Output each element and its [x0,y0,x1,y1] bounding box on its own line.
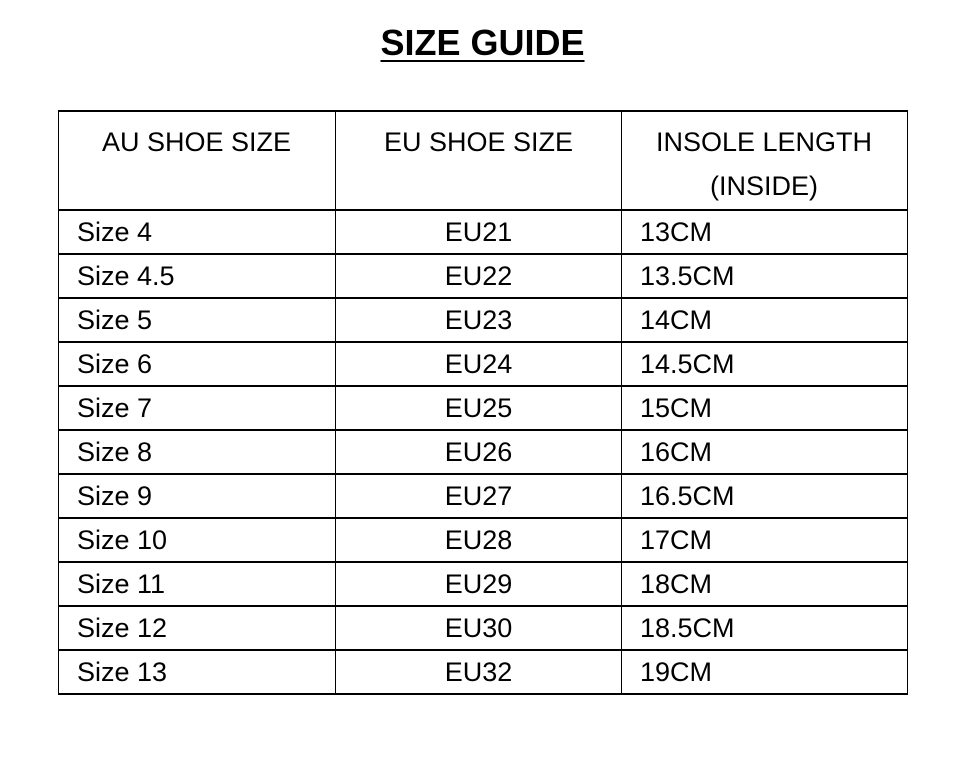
insole-length-cell: 18.5CM [621,605,908,651]
eu-size-cell: EU22 [335,253,622,299]
table-row: Size 10 EU28 17CM [58,517,908,563]
au-size-cell: Size 13 [58,649,336,695]
insole-length-cell: 16CM [621,429,908,475]
insole-length-cell: 16.5CM [621,473,908,519]
eu-size-cell: EU25 [335,385,622,431]
table-row: Size 8 EU26 16CM [58,429,908,475]
header-eu-size: EU SHOE SIZE [335,110,622,211]
au-size-cell: Size 5 [58,297,336,343]
eu-size-cell: EU29 [335,561,622,607]
au-size-cell: Size 8 [58,429,336,475]
au-size-cell: Size 11 [58,561,336,607]
insole-length-cell: 19CM [621,649,908,695]
insole-length-cell: 15CM [621,385,908,431]
au-size-cell: Size 4 [58,209,336,255]
au-size-cell: Size 4.5 [58,253,336,299]
table-row: Size 4.5 EU22 13.5CM [58,253,908,299]
table-row: Size 9 EU27 16.5CM [58,473,908,519]
table-header-row: AU SHOE SIZE EU SHOE SIZE INSOLE LENGTH … [58,110,908,211]
au-size-cell: Size 12 [58,605,336,651]
au-size-cell: Size 9 [58,473,336,519]
table-row: Size 12 EU30 18.5CM [58,605,908,651]
table-row: Size 4 EU21 13CM [58,209,908,255]
au-size-cell: Size 10 [58,517,336,563]
table-row: Size 7 EU25 15CM [58,385,908,431]
eu-size-cell: EU26 [335,429,622,475]
eu-size-cell: EU23 [335,297,622,343]
eu-size-cell: EU21 [335,209,622,255]
eu-size-cell: EU27 [335,473,622,519]
insole-length-cell: 13CM [621,209,908,255]
au-size-cell: Size 6 [58,341,336,387]
header-insole-length: INSOLE LENGTH (INSIDE) [621,110,908,211]
table-row: Size 6 EU24 14.5CM [58,341,908,387]
insole-length-cell: 18CM [621,561,908,607]
insole-length-cell: 13.5CM [621,253,908,299]
insole-length-cell: 14CM [621,297,908,343]
eu-size-cell: EU30 [335,605,622,651]
eu-size-cell: EU24 [335,341,622,387]
table-row: Size 5 EU23 14CM [58,297,908,343]
header-au-size: AU SHOE SIZE [58,110,336,211]
size-guide-table: AU SHOE SIZE EU SHOE SIZE INSOLE LENGTH … [58,110,908,695]
eu-size-cell: EU28 [335,517,622,563]
table-row: Size 13 EU32 19CM [58,649,908,695]
page-title: SIZE GUIDE [0,22,965,64]
insole-length-cell: 14.5CM [621,341,908,387]
insole-length-cell: 17CM [621,517,908,563]
eu-size-cell: EU32 [335,649,622,695]
au-size-cell: Size 7 [58,385,336,431]
title-text: SIZE GUIDE [380,22,585,63]
table-row: Size 11 EU29 18CM [58,561,908,607]
